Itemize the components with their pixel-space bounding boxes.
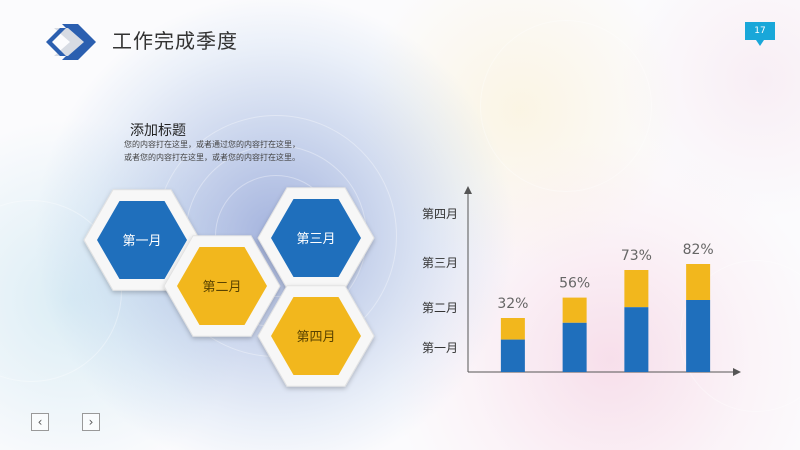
y-tick-label: 第二月 bbox=[422, 301, 458, 315]
y-tick-label: 第三月 bbox=[422, 256, 458, 270]
hexagon-label: 第四月 bbox=[296, 330, 335, 345]
next-slide-button[interactable]: › bbox=[82, 413, 100, 431]
hexagon-label: 第一月 bbox=[122, 234, 161, 249]
bar-value-label: 56% bbox=[559, 276, 590, 292]
section-heading: 添加标题 bbox=[130, 123, 186, 139]
hexagon-2: 第二月 bbox=[163, 235, 281, 337]
y-tick-label: 第四月 bbox=[422, 207, 458, 221]
logo-icon bbox=[46, 24, 96, 60]
bar-value-label: 82% bbox=[683, 242, 714, 258]
section-description: 您的内容打在这里，或者通过您的内容打在这里，或者您的内容打在这里，或者您的内容打… bbox=[124, 140, 300, 162]
bar-segment-upper bbox=[500, 318, 525, 340]
y-tick-label: 第一月 bbox=[422, 341, 458, 355]
bar-segment-upper bbox=[686, 264, 711, 300]
y-axis-arrow-icon bbox=[464, 186, 472, 194]
bar-segment-lower bbox=[686, 300, 711, 372]
page-title: 工作完成季度 bbox=[112, 29, 238, 53]
page-number-badge: 17 bbox=[745, 22, 775, 46]
hexagon-label: 第三月 bbox=[296, 232, 335, 247]
hexagon-label: 第二月 bbox=[202, 280, 241, 295]
bar-segment-lower bbox=[624, 307, 649, 372]
x-axis-arrow-icon bbox=[733, 368, 741, 376]
hexagon-1: 第一月 bbox=[83, 189, 201, 291]
bar-value-label: 32% bbox=[497, 296, 528, 312]
bar-segment-upper bbox=[624, 270, 649, 308]
hexagon-4: 第四月 bbox=[257, 285, 375, 387]
bar-segment-lower bbox=[500, 339, 525, 372]
previous-slide-button[interactable]: ‹ bbox=[31, 413, 49, 431]
bar-segment-upper bbox=[562, 297, 587, 323]
bar-value-label: 73% bbox=[621, 248, 652, 264]
bar-segment-lower bbox=[562, 322, 587, 372]
